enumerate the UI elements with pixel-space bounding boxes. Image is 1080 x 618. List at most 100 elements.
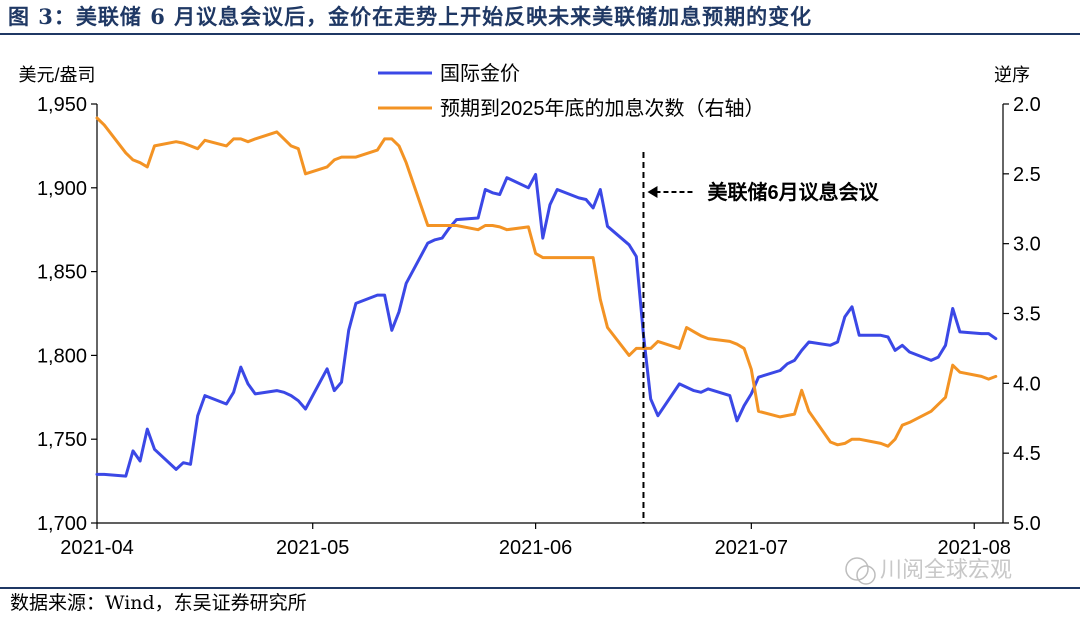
rate-hikes-point: [930, 410, 932, 413]
series-line-rate-hikes: [95, 116, 998, 448]
legend-label-gold-price: 国际金价: [440, 62, 520, 85]
x-tick-label: 2021-06: [499, 537, 572, 559]
gold-price-point: [736, 420, 738, 422]
y-left-tick-label: 1,850: [37, 262, 87, 284]
rate-hikes-point: [427, 224, 429, 227]
y-right-tick-label: 4.5: [1013, 443, 1041, 465]
gold-price-point: [930, 359, 932, 362]
gold-price-point: [685, 386, 688, 389]
rate-hikes-point: [297, 147, 300, 150]
chart-axes: 1,700 1,750 1,800 1,850 1,900 1,950 2.0 2.5 3.0 3…: [18, 65, 1040, 559]
rate-hikes-point: [225, 145, 228, 147]
gold-price-point: [175, 468, 177, 471]
gold-price-point: [225, 403, 228, 405]
rate-hikes-point: [405, 161, 408, 164]
rate-hikes-point: [391, 138, 393, 140]
gold-price-point: [786, 363, 789, 365]
gold-price-point: [851, 306, 853, 308]
wechat-icon-bubble: [856, 565, 876, 585]
rate-hikes-point: [987, 378, 990, 380]
gold-price-point: [304, 408, 307, 410]
rate-hikes-point: [937, 403, 940, 406]
y-right-tick-label: 2.0: [1013, 94, 1041, 116]
rate-hikes-point: [232, 138, 235, 140]
gold-price-point: [836, 341, 839, 343]
gold-price-point: [283, 391, 285, 394]
gold-price-point: [793, 359, 796, 362]
rate-hikes-point: [196, 147, 199, 150]
rate-hikes-point: [326, 166, 328, 168]
y-left-tick-label: 1,700: [37, 513, 87, 535]
rate-hikes-point: [240, 138, 242, 140]
gold-price-point: [901, 344, 904, 347]
gold-price-point: [700, 391, 702, 394]
rate-hikes-point: [685, 326, 688, 329]
gold-price-point: [383, 294, 386, 296]
rate-hikes-point: [283, 138, 285, 140]
wechat-icon: [845, 557, 869, 581]
rate-hikes-point: [959, 371, 961, 374]
rate-hikes-point: [908, 421, 911, 424]
gold-price-point: [355, 302, 357, 305]
gold-price-point: [455, 218, 458, 221]
rate-hikes-point: [534, 252, 537, 255]
rate-hikes-point: [398, 145, 400, 147]
gold-price-point: [182, 461, 185, 464]
rate-hikes-point: [585, 256, 587, 259]
gold-price-point: [808, 341, 810, 343]
gold-price-point: [448, 227, 451, 229]
chart-annotation: 美联储6月议息会议: [642, 152, 880, 523]
series-line-gold-price: [95, 172, 998, 478]
rate-hikes-point: [132, 159, 134, 161]
rate-hikes-point: [347, 156, 350, 158]
gold-price-point: [599, 188, 602, 191]
gold-price-point: [347, 329, 350, 332]
x-tick-label: 2021-07: [715, 537, 788, 559]
rate-hikes-point: [254, 138, 256, 140]
gold-price-point: [707, 388, 709, 390]
rate-hikes-point: [944, 396, 947, 399]
rate-hikes-point: [880, 442, 882, 445]
rate-hikes-point: [592, 256, 594, 259]
gold-price-point: [232, 391, 235, 394]
rate-hikes-point: [506, 228, 508, 231]
gold-price-point: [376, 294, 379, 296]
data-source: 数据来源：Wind，东吴证券研究所: [10, 592, 307, 614]
gold-price-point: [657, 414, 659, 417]
rate-hikes-point: [96, 117, 98, 119]
gold-price-point: [477, 217, 479, 219]
gold-price-point: [894, 349, 896, 352]
rate-hikes-point: [290, 145, 292, 147]
gold-price-point: [326, 368, 328, 370]
rate-hikes-point: [542, 256, 544, 259]
gold-price-point: [649, 398, 652, 400]
rate-hikes-point: [498, 226, 501, 228]
gold-price-point: [527, 187, 530, 189]
legend-label-rate-hikes: 预期到2025年底的加息次数（右轴）: [440, 97, 765, 120]
gold-price-point: [542, 237, 544, 239]
gold-price-point: [297, 399, 300, 402]
rate-hikes-point: [800, 389, 803, 392]
watermark: 川阅全球宏观: [845, 557, 1012, 585]
rate-hikes-point: [189, 145, 192, 147]
gold-price-point: [959, 331, 961, 333]
rate-hikes-point: [578, 256, 580, 259]
gold-price-point: [800, 349, 803, 352]
gold-price-point: [880, 334, 882, 337]
gold-price-point: [829, 344, 832, 347]
gold-price-point: [506, 176, 508, 179]
rate-hikes-point: [455, 224, 458, 227]
title-rule: [0, 33, 1080, 35]
gold-price-point: [750, 393, 753, 395]
gold-price-point: [204, 394, 206, 397]
rate-hikes-point: [894, 438, 896, 441]
y-right-tick-label: 2.5: [1013, 164, 1041, 186]
chart-series: [95, 116, 998, 478]
rate-hikes-point: [786, 414, 789, 417]
rate-hikes-point: [693, 330, 695, 333]
gold-price-point: [987, 332, 990, 335]
rate-hikes-point: [980, 375, 983, 378]
gold-price-point: [628, 244, 630, 246]
gold-price-point: [103, 473, 105, 476]
